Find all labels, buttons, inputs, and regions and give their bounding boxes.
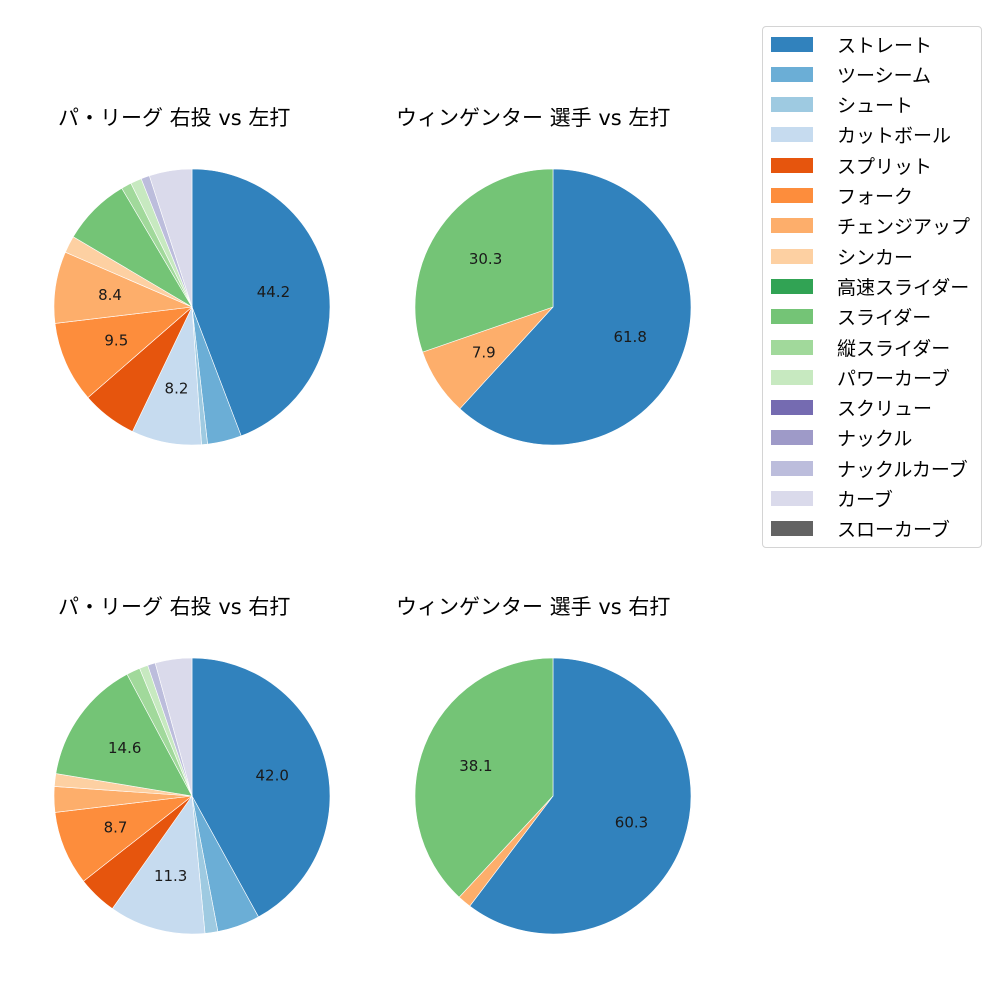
legend-item: 高速スライダー — [771, 276, 969, 299]
pie-slice — [154, 657, 193, 797]
legend-item: シンカー — [771, 246, 913, 269]
legend-item: フォーク — [771, 186, 913, 208]
slice-value-label: 42.0 — [255, 766, 288, 784]
legend-swatch — [771, 460, 813, 476]
legend-label: スローカーブ — [837, 519, 950, 542]
legend-label: パワーカーブ — [837, 367, 950, 390]
chart-title-3: パ・リーグ 右投 vs 右打 — [58, 595, 291, 619]
legend-label: シュート — [837, 95, 914, 118]
legend-item: スローカーブ — [771, 519, 950, 541]
legend-label: ストレート — [837, 34, 933, 57]
legend-label: ツーシーム — [837, 64, 932, 87]
chart-title-4: ウィンゲンター 選手 vs 右打 — [396, 595, 671, 619]
pie-chart-1: 44.2 8.2 9.5 8.4 — [53, 168, 331, 446]
legend-item: スクリュー — [771, 398, 932, 420]
pie-chart-4: 60.3 38.1 — [414, 657, 692, 935]
slice-value-label: 61.8 — [613, 328, 646, 346]
legend-item: スプリット — [771, 155, 932, 178]
slice-value-label: 11.3 — [154, 867, 187, 885]
legend-label: スライダー — [837, 307, 932, 330]
legend-item: チェンジアップ — [771, 216, 970, 238]
chart-title-1: パ・リーグ 右投 vs 左打 — [58, 106, 291, 130]
slice-value-label: 60.3 — [615, 813, 648, 831]
legend-item: ストレート — [771, 34, 932, 57]
legend-swatch — [771, 278, 813, 294]
pie-slice — [191, 657, 331, 918]
slice-value-label: 8.4 — [98, 286, 122, 304]
legend-swatch — [771, 97, 813, 113]
legend-swatch — [771, 521, 813, 537]
legend-swatch — [771, 188, 813, 203]
slice-value-label: 9.5 — [104, 332, 128, 350]
legend-item: ツーシーム — [771, 64, 931, 87]
legend-label: 縦スライダー — [837, 337, 951, 360]
legend-swatch — [771, 66, 813, 82]
legend-swatch — [771, 400, 813, 416]
legend-label: 高速スライダー — [837, 276, 970, 299]
legend-swatch — [771, 36, 813, 52]
pie-slice — [111, 795, 206, 935]
slice-value-label: 7.9 — [472, 343, 496, 361]
legend-label: スプリット — [837, 155, 933, 178]
legend-swatch — [771, 309, 813, 325]
legend-item: カーブ — [771, 489, 893, 511]
pie-slice — [148, 168, 193, 308]
slice-value-label: 30.3 — [469, 250, 502, 268]
slice-value-label: 44.2 — [257, 283, 290, 301]
slice-value-label: 8.7 — [104, 819, 128, 837]
legend-label: ナックルカーブ — [837, 458, 968, 481]
legend-swatch — [771, 369, 813, 385]
pie-slice — [414, 657, 554, 898]
legend-label: スクリュー — [837, 398, 933, 421]
pie-slice — [469, 657, 692, 935]
pie-slice — [191, 168, 331, 437]
pie-slice — [55, 673, 193, 797]
legend: ストレートツーシームシュートカットボール スプリットフォークチェンジアップ シンカー… — [762, 26, 982, 548]
pie-slice — [414, 168, 554, 353]
slice-value-label: 14.6 — [108, 739, 141, 757]
legend-label: シンカー — [837, 246, 914, 269]
legend-item: カットボール — [771, 125, 951, 147]
legend-item: スライダー — [771, 307, 931, 329]
legend-swatch — [771, 339, 813, 355]
legend-swatch — [771, 491, 813, 506]
legend-item: シュート — [771, 95, 913, 117]
pie-slice — [54, 306, 193, 399]
chart-title-2: ウィンゲンター 選手 vs 左打 — [396, 106, 671, 130]
legend-item: パワーカーブ — [771, 367, 950, 390]
legend-swatch — [771, 157, 813, 173]
legend-swatch — [771, 218, 813, 234]
legend-label: カットボール — [837, 125, 952, 148]
slice-value-label: 8.2 — [165, 379, 189, 397]
legend-item: ナックルカーブ — [771, 458, 968, 481]
legend-swatch — [771, 248, 813, 264]
legend-item: 縦スライダー — [771, 337, 950, 360]
legend-label: チェンジアップ — [837, 216, 971, 239]
legend-item: ナックル — [771, 428, 912, 450]
legend-swatch — [771, 127, 813, 143]
pie-slice — [459, 168, 692, 446]
slice-value-label: 38.1 — [459, 757, 492, 775]
legend-swatch — [771, 430, 813, 446]
legend-label: カーブ — [837, 489, 893, 511]
legend-label: ナックル — [837, 428, 913, 451]
pie-chart-2: 61.8 7.9 30.3 — [414, 168, 692, 446]
legend-label: フォーク — [837, 186, 914, 208]
pie-chart-3: 42.0 11.3 8.7 14.6 — [53, 657, 331, 935]
